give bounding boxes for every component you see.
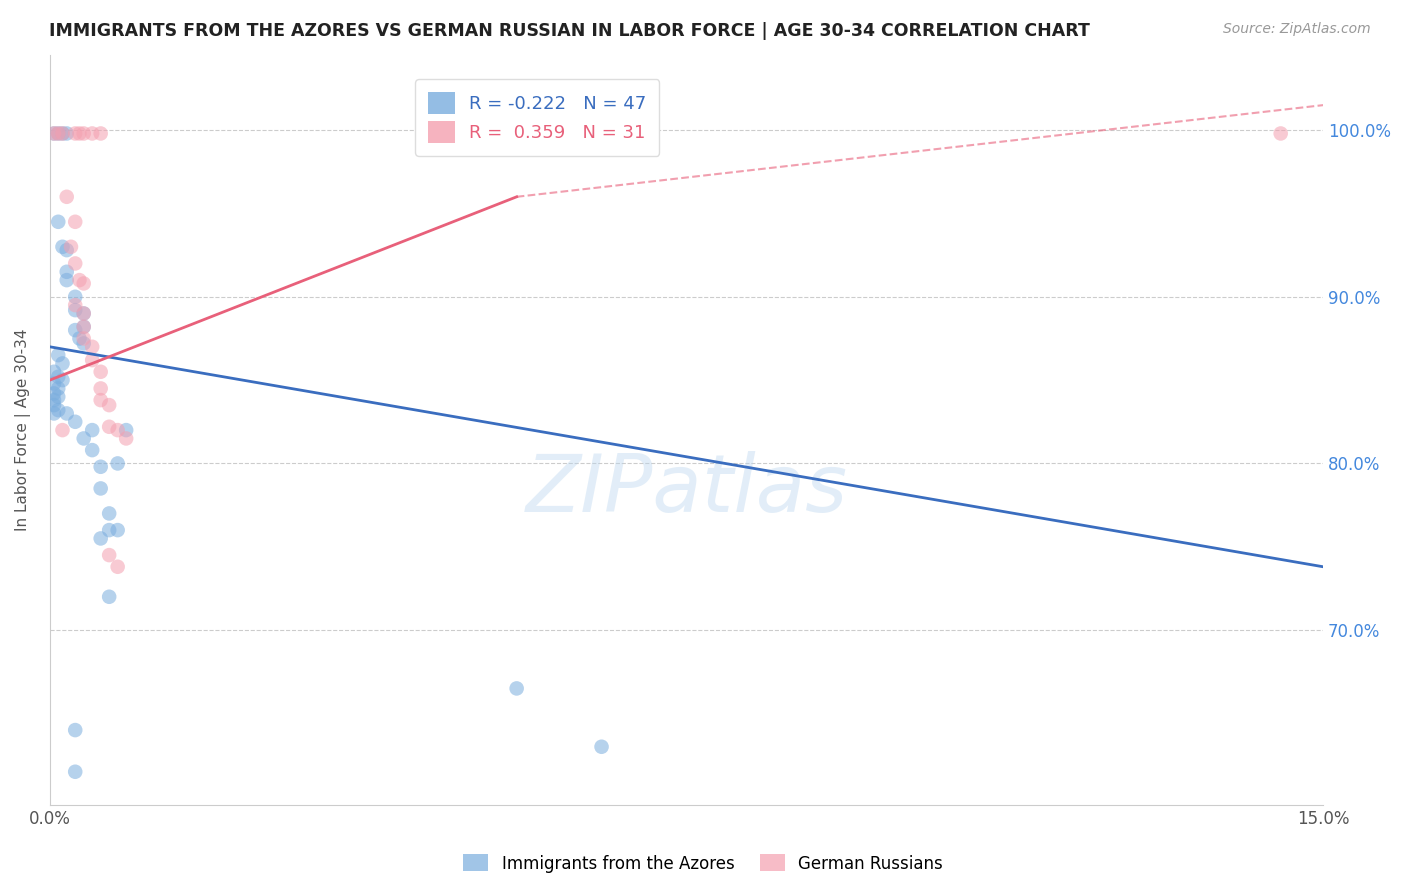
Text: IMMIGRANTS FROM THE AZORES VS GERMAN RUSSIAN IN LABOR FORCE | AGE 30-34 CORRELAT: IMMIGRANTS FROM THE AZORES VS GERMAN RUS… — [49, 22, 1090, 40]
Immigrants from the Azores — [55, 273, 77, 287]
German Russians — [51, 423, 73, 437]
Immigrants from the Azores — [55, 243, 77, 257]
Immigrants from the Azores — [82, 423, 104, 437]
Immigrants from the Azores — [46, 127, 69, 141]
German Russians — [107, 423, 129, 437]
Immigrants from the Azores — [63, 323, 86, 337]
Immigrants from the Azores — [90, 482, 112, 496]
Immigrants from the Azores — [90, 532, 112, 546]
Immigrants from the Azores — [63, 290, 86, 304]
Immigrants from the Azores — [51, 373, 73, 387]
Immigrants from the Azores — [73, 319, 96, 334]
Immigrants from the Azores — [46, 369, 69, 384]
Immigrants from the Azores — [63, 764, 86, 779]
Immigrants from the Azores — [98, 590, 121, 604]
Immigrants from the Azores — [98, 523, 121, 537]
German Russians — [115, 432, 138, 446]
Immigrants from the Azores — [63, 303, 86, 318]
Immigrants from the Azores — [107, 457, 129, 471]
German Russians — [1270, 127, 1292, 141]
German Russians — [46, 127, 69, 141]
Text: ZIPatlas: ZIPatlas — [526, 451, 848, 529]
Immigrants from the Azores — [82, 443, 104, 458]
German Russians — [73, 277, 96, 291]
Immigrants from the Azores — [42, 127, 65, 141]
Immigrants from the Azores — [98, 507, 121, 521]
Immigrants from the Azores — [46, 381, 69, 395]
Immigrants from the Azores — [505, 681, 527, 696]
Legend: Immigrants from the Azores, German Russians: Immigrants from the Azores, German Russi… — [457, 847, 949, 880]
German Russians — [73, 306, 96, 320]
Immigrants from the Azores — [46, 348, 69, 362]
German Russians — [90, 365, 112, 379]
Immigrants from the Azores — [42, 376, 65, 391]
German Russians — [63, 298, 86, 312]
German Russians — [55, 190, 77, 204]
German Russians — [90, 393, 112, 408]
German Russians — [98, 398, 121, 412]
Immigrants from the Azores — [55, 407, 77, 421]
German Russians — [73, 331, 96, 345]
German Russians — [51, 127, 73, 141]
Immigrants from the Azores — [55, 265, 77, 279]
German Russians — [90, 381, 112, 395]
Immigrants from the Azores — [55, 127, 77, 141]
Immigrants from the Azores — [63, 723, 86, 737]
Immigrants from the Azores — [115, 423, 138, 437]
German Russians — [42, 127, 65, 141]
German Russians — [59, 240, 82, 254]
German Russians — [82, 127, 104, 141]
Immigrants from the Azores — [42, 393, 65, 408]
German Russians — [107, 559, 129, 574]
German Russians — [98, 548, 121, 562]
German Russians — [73, 319, 96, 334]
German Russians — [63, 127, 86, 141]
Immigrants from the Azores — [46, 390, 69, 404]
Immigrants from the Azores — [73, 432, 96, 446]
German Russians — [90, 127, 112, 141]
Immigrants from the Azores — [90, 459, 112, 474]
Immigrants from the Azores — [107, 523, 129, 537]
Immigrants from the Azores — [42, 365, 65, 379]
German Russians — [69, 273, 91, 287]
German Russians — [98, 419, 121, 434]
Immigrants from the Azores — [63, 415, 86, 429]
Immigrants from the Azores — [42, 398, 65, 412]
Immigrants from the Azores — [51, 127, 73, 141]
Y-axis label: In Labor Force | Age 30-34: In Labor Force | Age 30-34 — [15, 329, 31, 532]
Immigrants from the Azores — [42, 386, 65, 401]
German Russians — [63, 215, 86, 229]
Immigrants from the Azores — [73, 306, 96, 320]
Immigrants from the Azores — [51, 240, 73, 254]
Legend: R = -0.222   N = 47, R =  0.359   N = 31: R = -0.222 N = 47, R = 0.359 N = 31 — [415, 79, 659, 156]
German Russians — [69, 127, 91, 141]
German Russians — [73, 127, 96, 141]
Immigrants from the Azores — [46, 215, 69, 229]
German Russians — [82, 353, 104, 368]
Immigrants from the Azores — [69, 331, 91, 345]
Immigrants from the Azores — [42, 407, 65, 421]
German Russians — [82, 340, 104, 354]
Immigrants from the Azores — [73, 336, 96, 351]
Immigrants from the Azores — [46, 403, 69, 417]
Text: Source: ZipAtlas.com: Source: ZipAtlas.com — [1223, 22, 1371, 37]
Immigrants from the Azores — [591, 739, 613, 754]
Immigrants from the Azores — [51, 356, 73, 370]
German Russians — [63, 256, 86, 270]
